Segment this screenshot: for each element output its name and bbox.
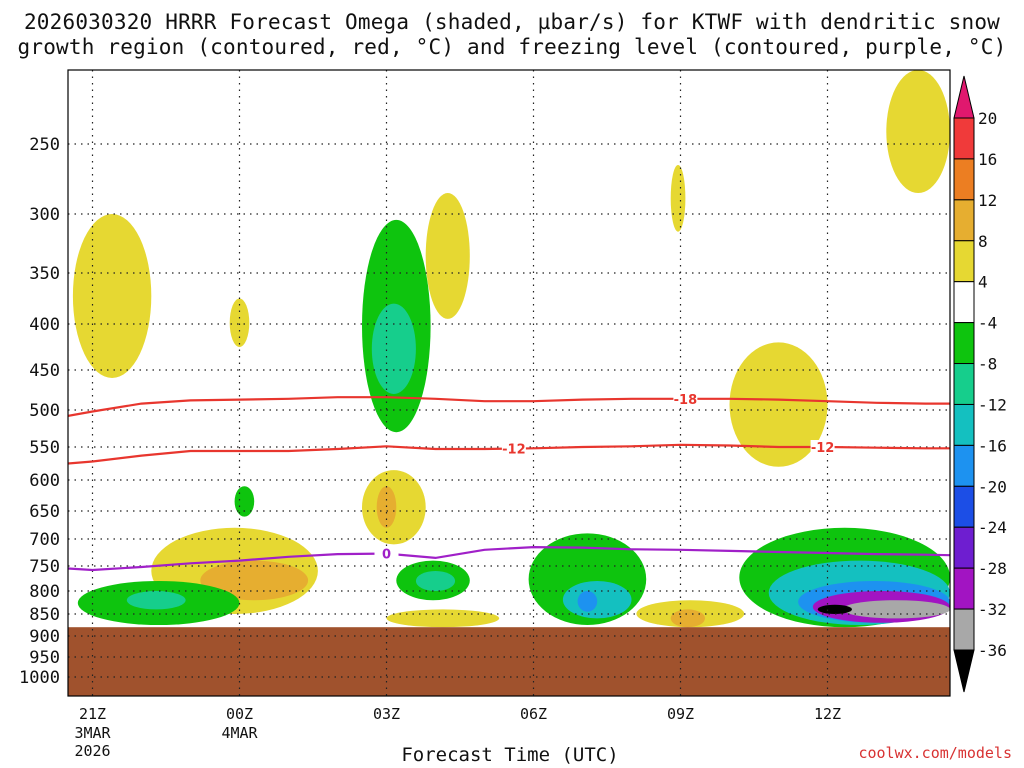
omega-shading xyxy=(72,70,950,628)
omega-region-22 xyxy=(670,609,705,628)
omega-region-10 xyxy=(234,486,255,517)
colorbar-label--32: -32 xyxy=(978,600,1007,619)
contour-label-2: -12 xyxy=(811,441,835,456)
omega-region-20 xyxy=(577,591,598,612)
omega-region-17 xyxy=(386,609,500,628)
y-tick-label-950: 950 xyxy=(29,648,60,668)
colorbar-label-8: 8 xyxy=(978,232,988,251)
x-tick-sublabel-2026: 2026 xyxy=(74,742,110,760)
omega-region-16 xyxy=(415,571,456,591)
contour-label-0: -18 xyxy=(674,393,698,408)
y-tick-label-850: 850 xyxy=(29,605,60,625)
colorbar-swatch-5 xyxy=(953,322,975,365)
terrain-fill xyxy=(68,627,950,696)
x-axis-title: Forecast Time (UTC) xyxy=(401,744,619,766)
gridlines xyxy=(68,70,950,696)
x-tick-label-12Z: 12Z xyxy=(814,705,841,723)
x-tick-label-00Z: 00Z xyxy=(226,705,253,723)
colorbar: 20 16 12 8 4 -4 -8 -12 -16 -20 -24 -28 -32 -36 xyxy=(953,75,1007,693)
y-axis: 2503003504004505005506006507007508008509… xyxy=(19,135,60,688)
omega-region-1 xyxy=(229,298,250,347)
contour-label-1: -12 xyxy=(502,443,526,458)
colorbar-label-16: 16 xyxy=(978,150,997,169)
y-tick-label-300: 300 xyxy=(29,205,60,225)
colorbar-swatch-top xyxy=(953,75,975,119)
site-credit: coolwx.com/models xyxy=(858,744,1012,762)
colorbar-label--36: -36 xyxy=(978,641,1007,660)
x-tick-sublabel-3MAR: 3MAR xyxy=(74,724,111,742)
y-tick-label-550: 550 xyxy=(29,438,60,458)
colorbar-swatch-11 xyxy=(953,567,975,610)
y-tick-label-500: 500 xyxy=(29,401,60,421)
contour-lines: -18 -12 -12 0 xyxy=(68,391,950,572)
colorbar-swatch-0 xyxy=(953,117,975,160)
omega-region-27 xyxy=(842,600,950,619)
colorbar-swatch-bottom xyxy=(953,649,975,693)
omega-region-12 xyxy=(200,560,309,601)
contour-label-bg-1 xyxy=(501,441,526,456)
colorbar-swatch-9 xyxy=(953,485,975,528)
colorbar-label--24: -24 xyxy=(978,518,1007,537)
colorbar-swatch-6 xyxy=(953,363,975,405)
plot-frame xyxy=(67,69,951,697)
colorbar-label-4: 4 xyxy=(978,273,988,292)
colorbar-swatch-2 xyxy=(953,199,975,242)
chart-title-line-1: 2026030320 HRRR Forecast Omega (shaded, … xyxy=(23,10,1001,34)
y-tick-label-800: 800 xyxy=(29,582,60,602)
colorbar-label--20: -20 xyxy=(978,477,1007,496)
x-tick-label-03Z: 03Z xyxy=(373,705,400,723)
y-tick-label-1000: 1000 xyxy=(19,668,60,688)
contour-line-2 xyxy=(68,545,950,572)
omega-region-5 xyxy=(729,342,828,467)
colorbar-swatch-3 xyxy=(953,240,975,283)
chart-title-line-2: growth region (contoured, red, °C) and f… xyxy=(17,35,1007,59)
x-tick-label-09Z: 09Z xyxy=(667,705,694,723)
y-tick-label-700: 700 xyxy=(29,530,60,550)
omega-region-7 xyxy=(371,303,416,394)
omega-region-0 xyxy=(72,214,152,378)
x-tick-label-06Z: 06Z xyxy=(520,705,547,723)
omega-region-2 xyxy=(425,193,470,319)
omega-region-4 xyxy=(886,70,950,193)
colorbar-label--12: -12 xyxy=(978,395,1007,414)
contour-label-3: 0 xyxy=(382,548,391,563)
contour-label-bg-2 xyxy=(810,440,835,454)
x-tick-sublabel-4MAR: 4MAR xyxy=(221,724,258,742)
omega-region-28 xyxy=(817,604,852,615)
colorbar-swatch-8 xyxy=(953,444,975,487)
omega-region-14 xyxy=(126,591,186,610)
colorbar-swatch-4 xyxy=(953,281,975,324)
colorbar-label--4: -4 xyxy=(978,314,997,333)
y-tick-label-450: 450 xyxy=(29,361,60,381)
x-tick-label-21Z: 21Z xyxy=(79,705,106,723)
colorbar-label--16: -16 xyxy=(978,436,1007,455)
omega-region-3 xyxy=(670,165,686,232)
y-tick-label-600: 600 xyxy=(29,471,60,491)
colorbar-swatch-7 xyxy=(953,403,975,446)
terrain-layer xyxy=(68,627,950,696)
contour-line-0 xyxy=(68,396,950,417)
colorbar-label-12: 12 xyxy=(978,191,997,210)
y-tick-label-400: 400 xyxy=(29,315,60,335)
colorbar-swatch-10 xyxy=(953,526,975,569)
omega-region-19 xyxy=(562,581,632,619)
colorbar-swatch-12 xyxy=(953,608,975,651)
contour-label-bg-3 xyxy=(374,546,399,561)
colorbar-swatch-1 xyxy=(953,158,975,201)
y-tick-label-900: 900 xyxy=(29,627,60,647)
y-tick-label-750: 750 xyxy=(29,557,60,577)
y-tick-label-350: 350 xyxy=(29,264,60,284)
colorbar-label--8: -8 xyxy=(978,355,997,374)
colorbar-label-20: 20 xyxy=(978,109,997,128)
y-tick-label-650: 650 xyxy=(29,502,60,522)
colorbar-label--28: -28 xyxy=(978,559,1007,578)
y-tick-label-250: 250 xyxy=(29,135,60,155)
contour-label-bg-0 xyxy=(673,391,698,406)
